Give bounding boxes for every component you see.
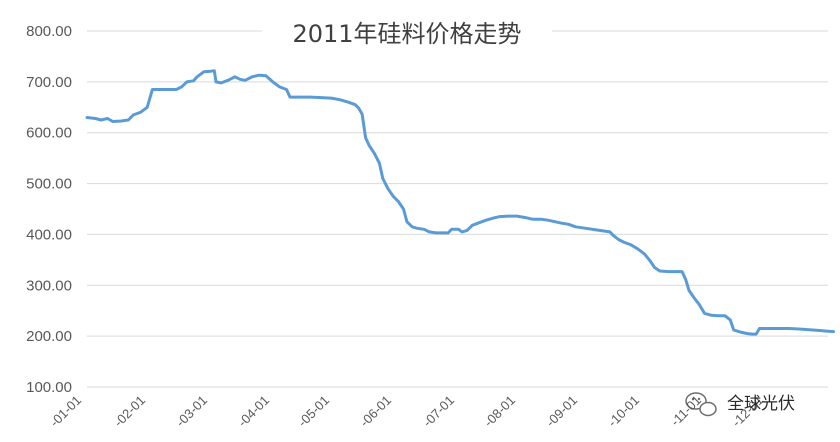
series-line-0 [85,69,835,336]
x-tick-label: -08-01 [481,393,518,430]
watermark: 全球光伏 [685,392,795,417]
wechat-icon [685,392,717,417]
watermark-text: 全球光伏 [727,394,795,414]
x-tick-label: -01-01 [47,393,84,430]
x-tick-label: -03-01 [173,393,210,430]
x-axis-tick-labels: -01-01 -02-01 -03-01 -04-01 -05-01 -06-01 -07-… [47,393,766,430]
x-tick-label: -04-01 [235,393,272,430]
x-tick-label: -07-01 [420,393,457,430]
y-axis-tick-labels: 800.00 700.00 600.00 500.00 400.00 300.00 200.… [26,23,72,396]
y-tick-label: 800.00 [26,23,72,40]
y-tick-label: 500.00 [26,176,72,193]
y-tick-label: 700.00 [26,74,72,91]
y-tick-label: 400.00 [26,226,72,243]
series-layer [85,69,835,336]
title-background [262,12,552,54]
grid-lines [87,30,828,388]
y-tick-label: 200.00 [26,328,72,345]
x-tick-label: -05-01 [295,393,332,430]
y-tick-label: 100.00 [26,379,72,396]
x-tick-label: -10-01 [605,393,642,430]
y-tick-label: 300.00 [26,277,72,294]
y-tick-label: 600.00 [26,125,72,142]
x-tick-label: -02-01 [111,393,148,430]
x-tick-label: -09-01 [543,393,580,430]
chart-title: 2011年硅料价格走势 [292,20,521,48]
x-tick-label: -06-01 [357,393,394,430]
